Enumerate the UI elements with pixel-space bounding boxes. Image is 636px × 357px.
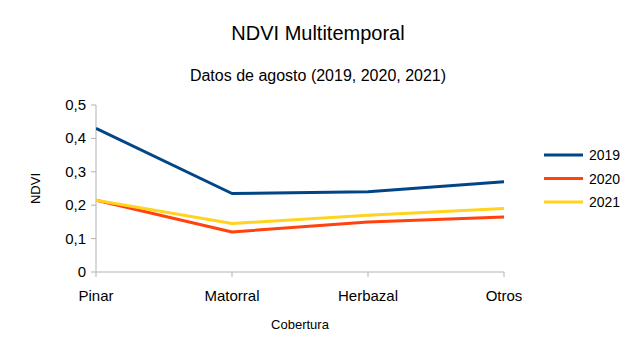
y-tick-label: 0,1	[65, 230, 86, 247]
chart: NDVI Multitemporal Datos de agosto (2019,…	[0, 0, 636, 357]
legend-label: 2021	[589, 194, 620, 210]
legend-label: 2019	[589, 147, 620, 163]
y-tick	[91, 138, 96, 139]
legend-swatch	[544, 154, 583, 157]
x-tick	[504, 272, 505, 277]
x-tick	[96, 272, 97, 277]
y-tick	[91, 105, 96, 106]
y-tick-label: 0,2	[65, 196, 86, 213]
y-tick	[91, 171, 96, 172]
y-tick	[91, 205, 96, 206]
y-tick	[91, 272, 96, 273]
series-line	[96, 200, 504, 223]
x-tick	[232, 272, 233, 277]
subtitle: Datos de agosto (2019, 2020, 2021)	[190, 67, 446, 84]
legend-label: 2020	[589, 171, 620, 187]
series-line	[96, 200, 504, 232]
y-axis-label: NDVI	[28, 173, 43, 204]
title: NDVI Multitemporal	[231, 22, 404, 44]
legend-swatch	[544, 177, 583, 180]
y-tick-label: 0,3	[65, 163, 86, 180]
x-tick-label: Otros	[486, 287, 523, 304]
x-tick	[368, 272, 369, 277]
x-tick-label: Pinar	[78, 287, 113, 304]
y-tick-label: 0,4	[65, 129, 86, 146]
x-axis	[96, 272, 504, 273]
x-tick-label: Matorral	[204, 287, 259, 304]
y-tick-label: 0	[78, 263, 86, 280]
plot-lines	[96, 128, 504, 232]
x-axis-label: Cobertura	[271, 317, 330, 332]
series-line	[96, 128, 504, 193]
y-tick-label: 0,5	[65, 96, 86, 113]
x-tick-label: Herbazal	[338, 287, 398, 304]
legend-swatch	[544, 201, 583, 204]
y-tick	[91, 238, 96, 239]
